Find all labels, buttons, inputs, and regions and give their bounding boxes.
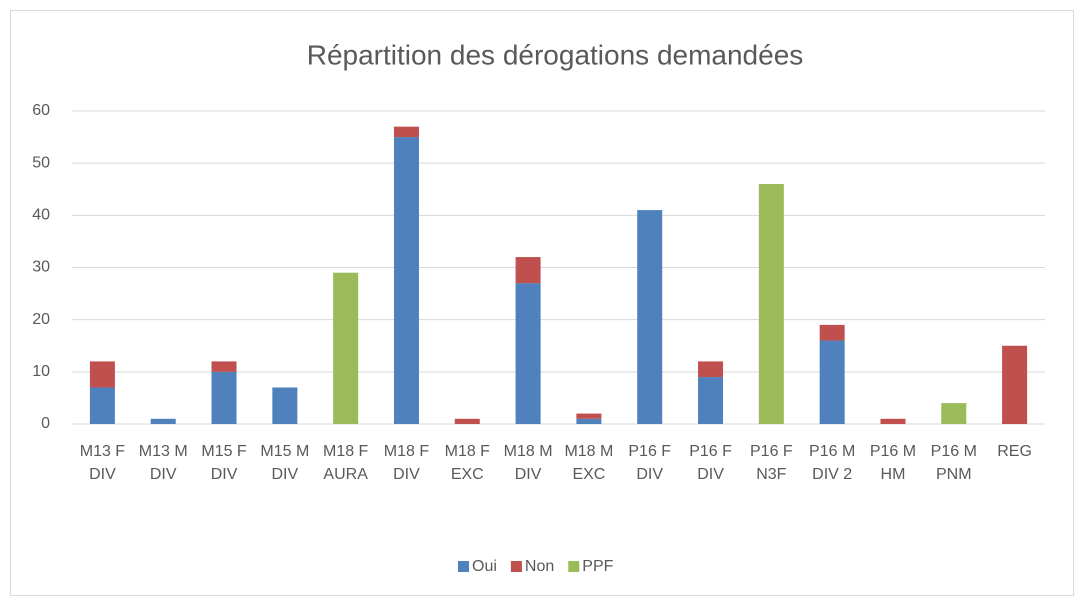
bar-segment	[333, 272, 359, 424]
x-tick-label: M18 F AURA	[322, 443, 369, 483]
x-tick-label: M18 F EXC	[444, 443, 490, 483]
bar-segment	[1002, 345, 1028, 424]
bar-segment	[211, 361, 237, 372]
bar-segment	[89, 387, 115, 424]
x-tick-label: P16 F N3F	[750, 443, 793, 483]
legend-label: Oui	[472, 558, 497, 575]
x-tick-label: P16 M PNM	[930, 443, 977, 483]
bar-segment	[393, 137, 419, 425]
x-tick-label: M13 F DIV	[79, 443, 126, 483]
bar-segment	[941, 403, 967, 424]
x-tick-label: M18 F DIV	[383, 443, 430, 483]
bar-segment	[272, 387, 298, 424]
y-tick-label: 50	[32, 154, 50, 171]
bar-segment	[515, 283, 541, 424]
bar-segment	[89, 361, 115, 388]
legend-swatch	[510, 561, 522, 572]
bar-segment	[880, 418, 906, 424]
y-tick-label: 10	[32, 363, 50, 380]
bar-segment	[819, 324, 845, 341]
chart-title: Répartition des dérogations demandées	[307, 39, 804, 70]
y-tick-label: 30	[32, 259, 50, 276]
x-tick-label: P16 F DIV	[628, 443, 672, 483]
bar-segment	[393, 126, 419, 138]
y-tick-label: 60	[32, 102, 50, 119]
x-tick-label: P16 M HM	[869, 443, 917, 483]
x-tick-label: M13 M DIV	[138, 443, 188, 483]
bar-segment	[454, 418, 480, 424]
bar-segment	[758, 184, 784, 424]
bar-segment	[576, 418, 602, 424]
legend-swatch	[568, 561, 580, 572]
bar-segment	[150, 418, 176, 424]
x-tick-label: M15 F DIV	[201, 443, 247, 483]
bar-segment	[637, 210, 663, 424]
bar-segment	[819, 340, 845, 424]
bar-segment	[698, 377, 724, 424]
x-tick-label: REG	[997, 443, 1032, 460]
bar-segment	[515, 257, 541, 284]
y-tick-label: 0	[41, 415, 50, 432]
x-tick-label: M18 M EXC	[564, 443, 614, 483]
bar-segment	[576, 413, 602, 419]
x-tick-label: P16 F DIV	[689, 443, 732, 483]
y-tick-label: 40	[32, 207, 50, 224]
legend-label: Non	[525, 558, 554, 575]
legend-swatch	[458, 561, 469, 572]
bar-segment	[211, 371, 237, 424]
x-tick-label: M18 M DIV	[503, 443, 553, 483]
x-tick-label: M15 M DIV	[260, 443, 310, 483]
y-tick-label: 20	[32, 311, 50, 328]
x-tick-label: P16 M DIV 2	[809, 443, 856, 483]
bar-segment	[698, 361, 724, 378]
legend-label: PPF	[582, 558, 613, 575]
